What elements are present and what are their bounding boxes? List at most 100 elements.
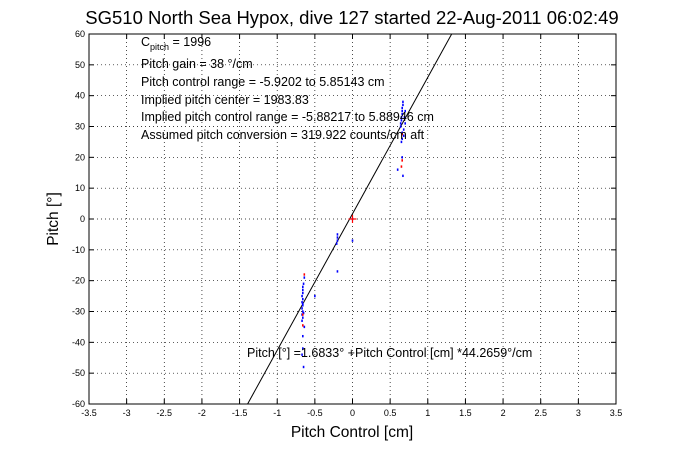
data-point xyxy=(404,122,406,125)
data-point xyxy=(302,347,304,350)
data-point xyxy=(302,310,304,313)
chart-title: SG510 North Sea Hypox, dive 127 started … xyxy=(85,7,618,28)
data-point xyxy=(301,307,303,310)
c-pitch-sub: pitch xyxy=(150,42,169,52)
data-point xyxy=(401,133,403,136)
data-point xyxy=(302,313,304,316)
data-point xyxy=(404,109,406,113)
data-point xyxy=(314,294,316,298)
x-tick-label: -2.5 xyxy=(157,408,173,418)
data-point xyxy=(401,137,403,141)
implied-center-annotation: Implied pitch center = 1983.83 xyxy=(141,93,309,107)
y-tick-label: 60 xyxy=(75,29,85,39)
data-point xyxy=(301,301,303,304)
data-point xyxy=(400,119,403,122)
y-tick-label: 10 xyxy=(75,183,85,193)
data-point xyxy=(302,288,304,292)
data-point xyxy=(336,233,339,236)
data-point xyxy=(302,285,304,289)
c-pitch-annotation: Cpitch = 1996 xyxy=(141,35,211,52)
data-point xyxy=(351,239,354,242)
y-axis: -60 -50 -40 -30 -20 -10 0 10 20 30 40 50 60 xyxy=(72,29,616,409)
data-point xyxy=(302,304,304,307)
x-tick-label: 2 xyxy=(501,408,506,418)
data-point xyxy=(303,276,306,279)
data-point xyxy=(302,311,305,315)
center-marker-group xyxy=(348,215,357,223)
y-tick-label: -50 xyxy=(72,368,85,378)
x-tick-label: -3.5 xyxy=(81,408,97,418)
x-tick-label: 2.5 xyxy=(534,408,547,418)
x-tick-label: 1.5 xyxy=(459,408,472,418)
y-tick-label: -30 xyxy=(72,307,85,317)
data-points xyxy=(301,100,406,369)
data-point xyxy=(301,294,303,298)
data-point xyxy=(303,273,306,276)
data-point xyxy=(401,131,403,134)
x-tick-label: -0.5 xyxy=(307,408,323,418)
data-point xyxy=(401,106,403,110)
data-point xyxy=(400,140,403,144)
data-point xyxy=(401,109,403,113)
x-tick-label: 0.5 xyxy=(384,408,397,418)
data-point xyxy=(301,353,303,356)
y-tick-label: -20 xyxy=(72,276,85,286)
y-tick-label: 30 xyxy=(75,122,85,132)
y-tick-label: -10 xyxy=(72,245,85,255)
y-tick-label: 40 xyxy=(75,91,85,101)
y-tick-label: -60 xyxy=(72,399,85,409)
data-point xyxy=(302,334,304,338)
data-point xyxy=(336,270,339,273)
data-point xyxy=(401,159,403,162)
data-point xyxy=(400,165,403,168)
y-tick-label: 50 xyxy=(75,60,85,70)
c-pitch-main: C xyxy=(141,35,150,49)
data-point xyxy=(399,122,402,125)
data-point xyxy=(302,302,304,305)
x-tick-label: -2 xyxy=(198,408,206,418)
data-point xyxy=(400,116,403,119)
data-point xyxy=(403,116,406,119)
data-point xyxy=(396,168,399,171)
data-point xyxy=(401,156,403,159)
data-point xyxy=(401,112,403,116)
x-tick-label: 0 xyxy=(350,408,355,418)
data-point xyxy=(402,128,405,131)
data-point xyxy=(302,316,304,319)
x-tick-label: -1 xyxy=(273,408,281,418)
implied-range-annotation: Implied pitch control range = -5.88217 t… xyxy=(141,110,434,124)
x-tick-label: 1 xyxy=(425,408,430,418)
x-axis: -3.5 -3 -2.5 -2 -1.5 -1 -0.5 0 0.5 1 1.5 2 2.5 3 3.5 xyxy=(81,34,622,418)
x-tick-label: 3 xyxy=(576,408,581,418)
y-tick-label: 0 xyxy=(80,214,85,224)
conversion-annotation: Assumed pitch conversion = 319.922 count… xyxy=(141,128,425,142)
data-point xyxy=(399,125,402,128)
data-point xyxy=(336,239,339,242)
control-range-annotation: Pitch control range = -5.9202 to 5.85143… xyxy=(141,75,385,89)
x-tick-label: -1.5 xyxy=(232,408,248,418)
data-point xyxy=(336,236,339,239)
data-point xyxy=(335,242,338,245)
pitch-gain-annotation: Pitch gain = 38 °/cm xyxy=(141,57,253,71)
y-tick-label: -40 xyxy=(72,337,85,347)
data-point xyxy=(402,174,404,178)
data-point xyxy=(302,282,305,285)
y-tick-label: 20 xyxy=(75,152,85,162)
c-pitch-value: = 1996 xyxy=(169,35,211,49)
data-point xyxy=(303,325,306,329)
data-point xyxy=(302,324,304,327)
x-axis-label: Pitch Control [cm] xyxy=(291,424,413,441)
data-point xyxy=(301,319,303,322)
x-tick-label: 3.5 xyxy=(610,408,623,418)
data-point xyxy=(302,291,304,295)
info-annotations: Cpitch = 1996 Pitch gain = 38 °/cm Pitch… xyxy=(141,35,532,360)
x-tick-label: -3 xyxy=(123,408,131,418)
data-point xyxy=(402,103,404,107)
data-point xyxy=(402,134,405,137)
fit-equation-annotation: Pitch [°] =1.6833° +Pitch Control [cm] *… xyxy=(247,346,532,360)
data-point xyxy=(302,365,305,369)
data-point xyxy=(302,297,304,301)
data-point xyxy=(402,100,404,104)
y-axis-label: Pitch [°] xyxy=(45,192,62,246)
